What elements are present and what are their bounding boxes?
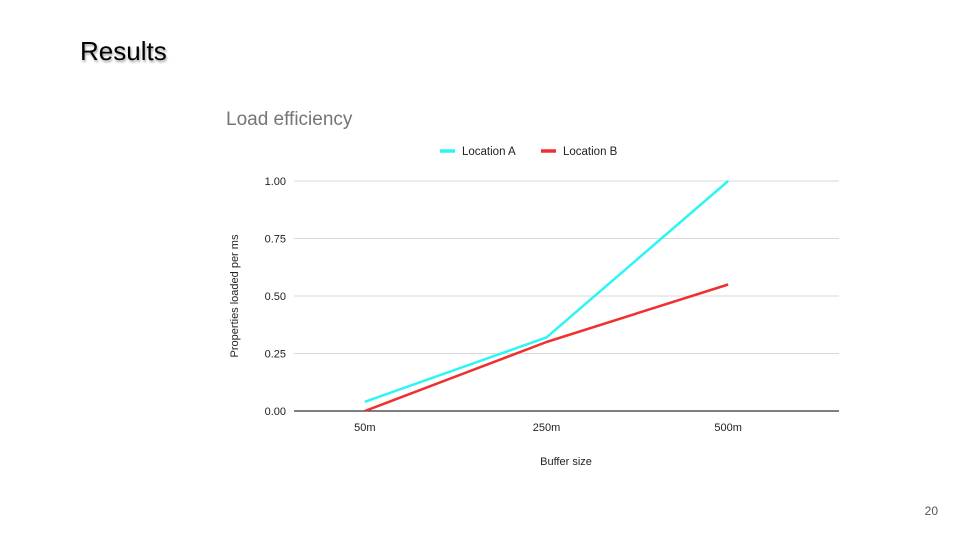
chart-legend: Location A Location B <box>440 146 618 158</box>
legend-label: Location B <box>563 146 618 158</box>
x-axis-label: Buffer size <box>540 456 592 468</box>
x-tick-label: 250m <box>533 422 561 434</box>
series-line-1 <box>364 180 729 403</box>
x-tick-label: 500m <box>714 422 742 434</box>
chart-title: Load efficiency <box>226 109 353 130</box>
page-number: 20 <box>924 504 938 518</box>
y-axis-ticks: 0.00 0.25 0.50 0.75 1.00 <box>265 176 286 418</box>
x-tick-label: 50m <box>354 422 375 434</box>
y-tick-label: 0.00 <box>265 406 286 418</box>
slide-title: Results <box>80 36 167 66</box>
x-axis-ticks: 50m 250m 500m <box>354 422 742 434</box>
gridlines <box>294 180 839 412</box>
y-tick-label: 0.75 <box>265 234 286 246</box>
y-tick-label: 0.50 <box>265 291 286 303</box>
legend-label: Location A <box>462 146 516 158</box>
y-tick-label: 0.25 <box>265 349 286 361</box>
y-axis-label: Properties loaded per ms <box>229 234 241 357</box>
y-tick-label: 1.00 <box>265 176 286 188</box>
series-line-2 <box>364 283 729 413</box>
series-lines <box>364 180 729 413</box>
